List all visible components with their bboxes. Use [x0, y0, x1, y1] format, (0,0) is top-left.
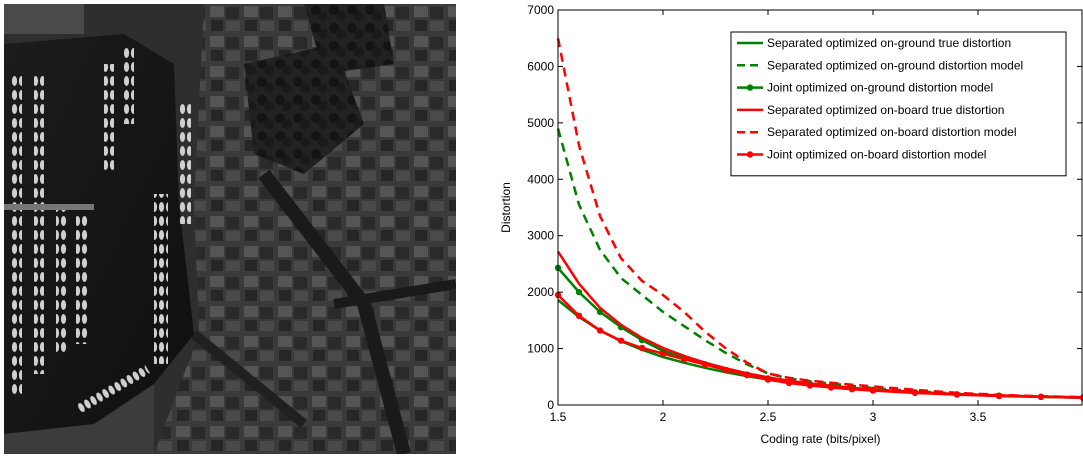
data-point	[638, 344, 646, 352]
y-tick-label: 6000	[527, 59, 554, 73]
data-point	[575, 312, 583, 320]
x-axis-label: Coding rate (bits/pixel)	[760, 432, 880, 446]
distortion-chart: 1.5 2 2.5 3 3.5 0 1000 2000 3000 4000 5000 6000 7000…	[480, 0, 1083, 457]
data-point	[617, 337, 625, 344]
x-tick-label: 3.5	[970, 410, 987, 424]
series-line-5	[556, 37, 1083, 399]
data-point	[575, 288, 583, 296]
y-tick-label: 7000	[527, 3, 554, 17]
aerial-harbor-photo	[4, 4, 457, 456]
legend-marker	[746, 84, 754, 91]
data-point	[743, 371, 751, 379]
x-tick-label: 2.5	[760, 410, 777, 424]
y-tick-label: 2000	[527, 285, 554, 299]
plot-frame	[557, 9, 1083, 406]
y-axis-label: Distortion	[499, 182, 513, 233]
data-point	[953, 391, 961, 398]
y-tick-label: 1000	[527, 342, 554, 356]
legend-marker	[746, 151, 754, 158]
series-line-4	[556, 250, 1083, 399]
y-tick-label: 0	[547, 398, 554, 412]
data-point	[995, 392, 1003, 400]
x-tick-label: 2	[660, 410, 667, 424]
legend-entry-label: Separated optimized on-ground true disto…	[767, 36, 1011, 50]
data-point	[869, 387, 877, 394]
legend-entry-label: Joint optimized on-board distortion mode…	[767, 148, 986, 162]
series-line-3	[557, 267, 1083, 399]
data-point	[701, 361, 709, 368]
y-tick-label: 3000	[527, 229, 554, 243]
data-point	[848, 386, 856, 393]
data-point	[806, 382, 814, 389]
x-tick-label: 1.5	[550, 410, 567, 424]
y-tick-label: 4000	[527, 172, 554, 186]
data-point	[785, 379, 793, 387]
legend-entry-label: Joint optimized on-ground distortion mod…	[767, 81, 993, 95]
y-tick-label: 5000	[527, 116, 554, 130]
data-point	[596, 327, 604, 334]
legend-entry-label: Separated optimized on-ground distortion…	[767, 58, 1023, 72]
data-point	[722, 366, 730, 374]
data-point	[911, 389, 919, 397]
legend: Separated optimized on-ground true disto…	[730, 31, 1067, 177]
x-tick-label: 3	[870, 410, 877, 424]
legend-box	[730, 31, 1067, 177]
data-point	[659, 350, 667, 357]
data-point	[1037, 393, 1045, 401]
data-point	[827, 384, 835, 391]
legend-entry-label: Separated optimized on-board distortion …	[767, 125, 1016, 139]
aerial-harbor-photo-icon	[4, 4, 457, 456]
data-point	[680, 356, 688, 363]
data-point	[764, 376, 772, 383]
distortion-line-chart: 1.5 2 2.5 3 3.5 0 1000 2000 3000 4000 5000 6000 7000…	[499, 3, 1083, 446]
legend-entry-label: Separated optimized on-board true distor…	[767, 103, 1004, 117]
